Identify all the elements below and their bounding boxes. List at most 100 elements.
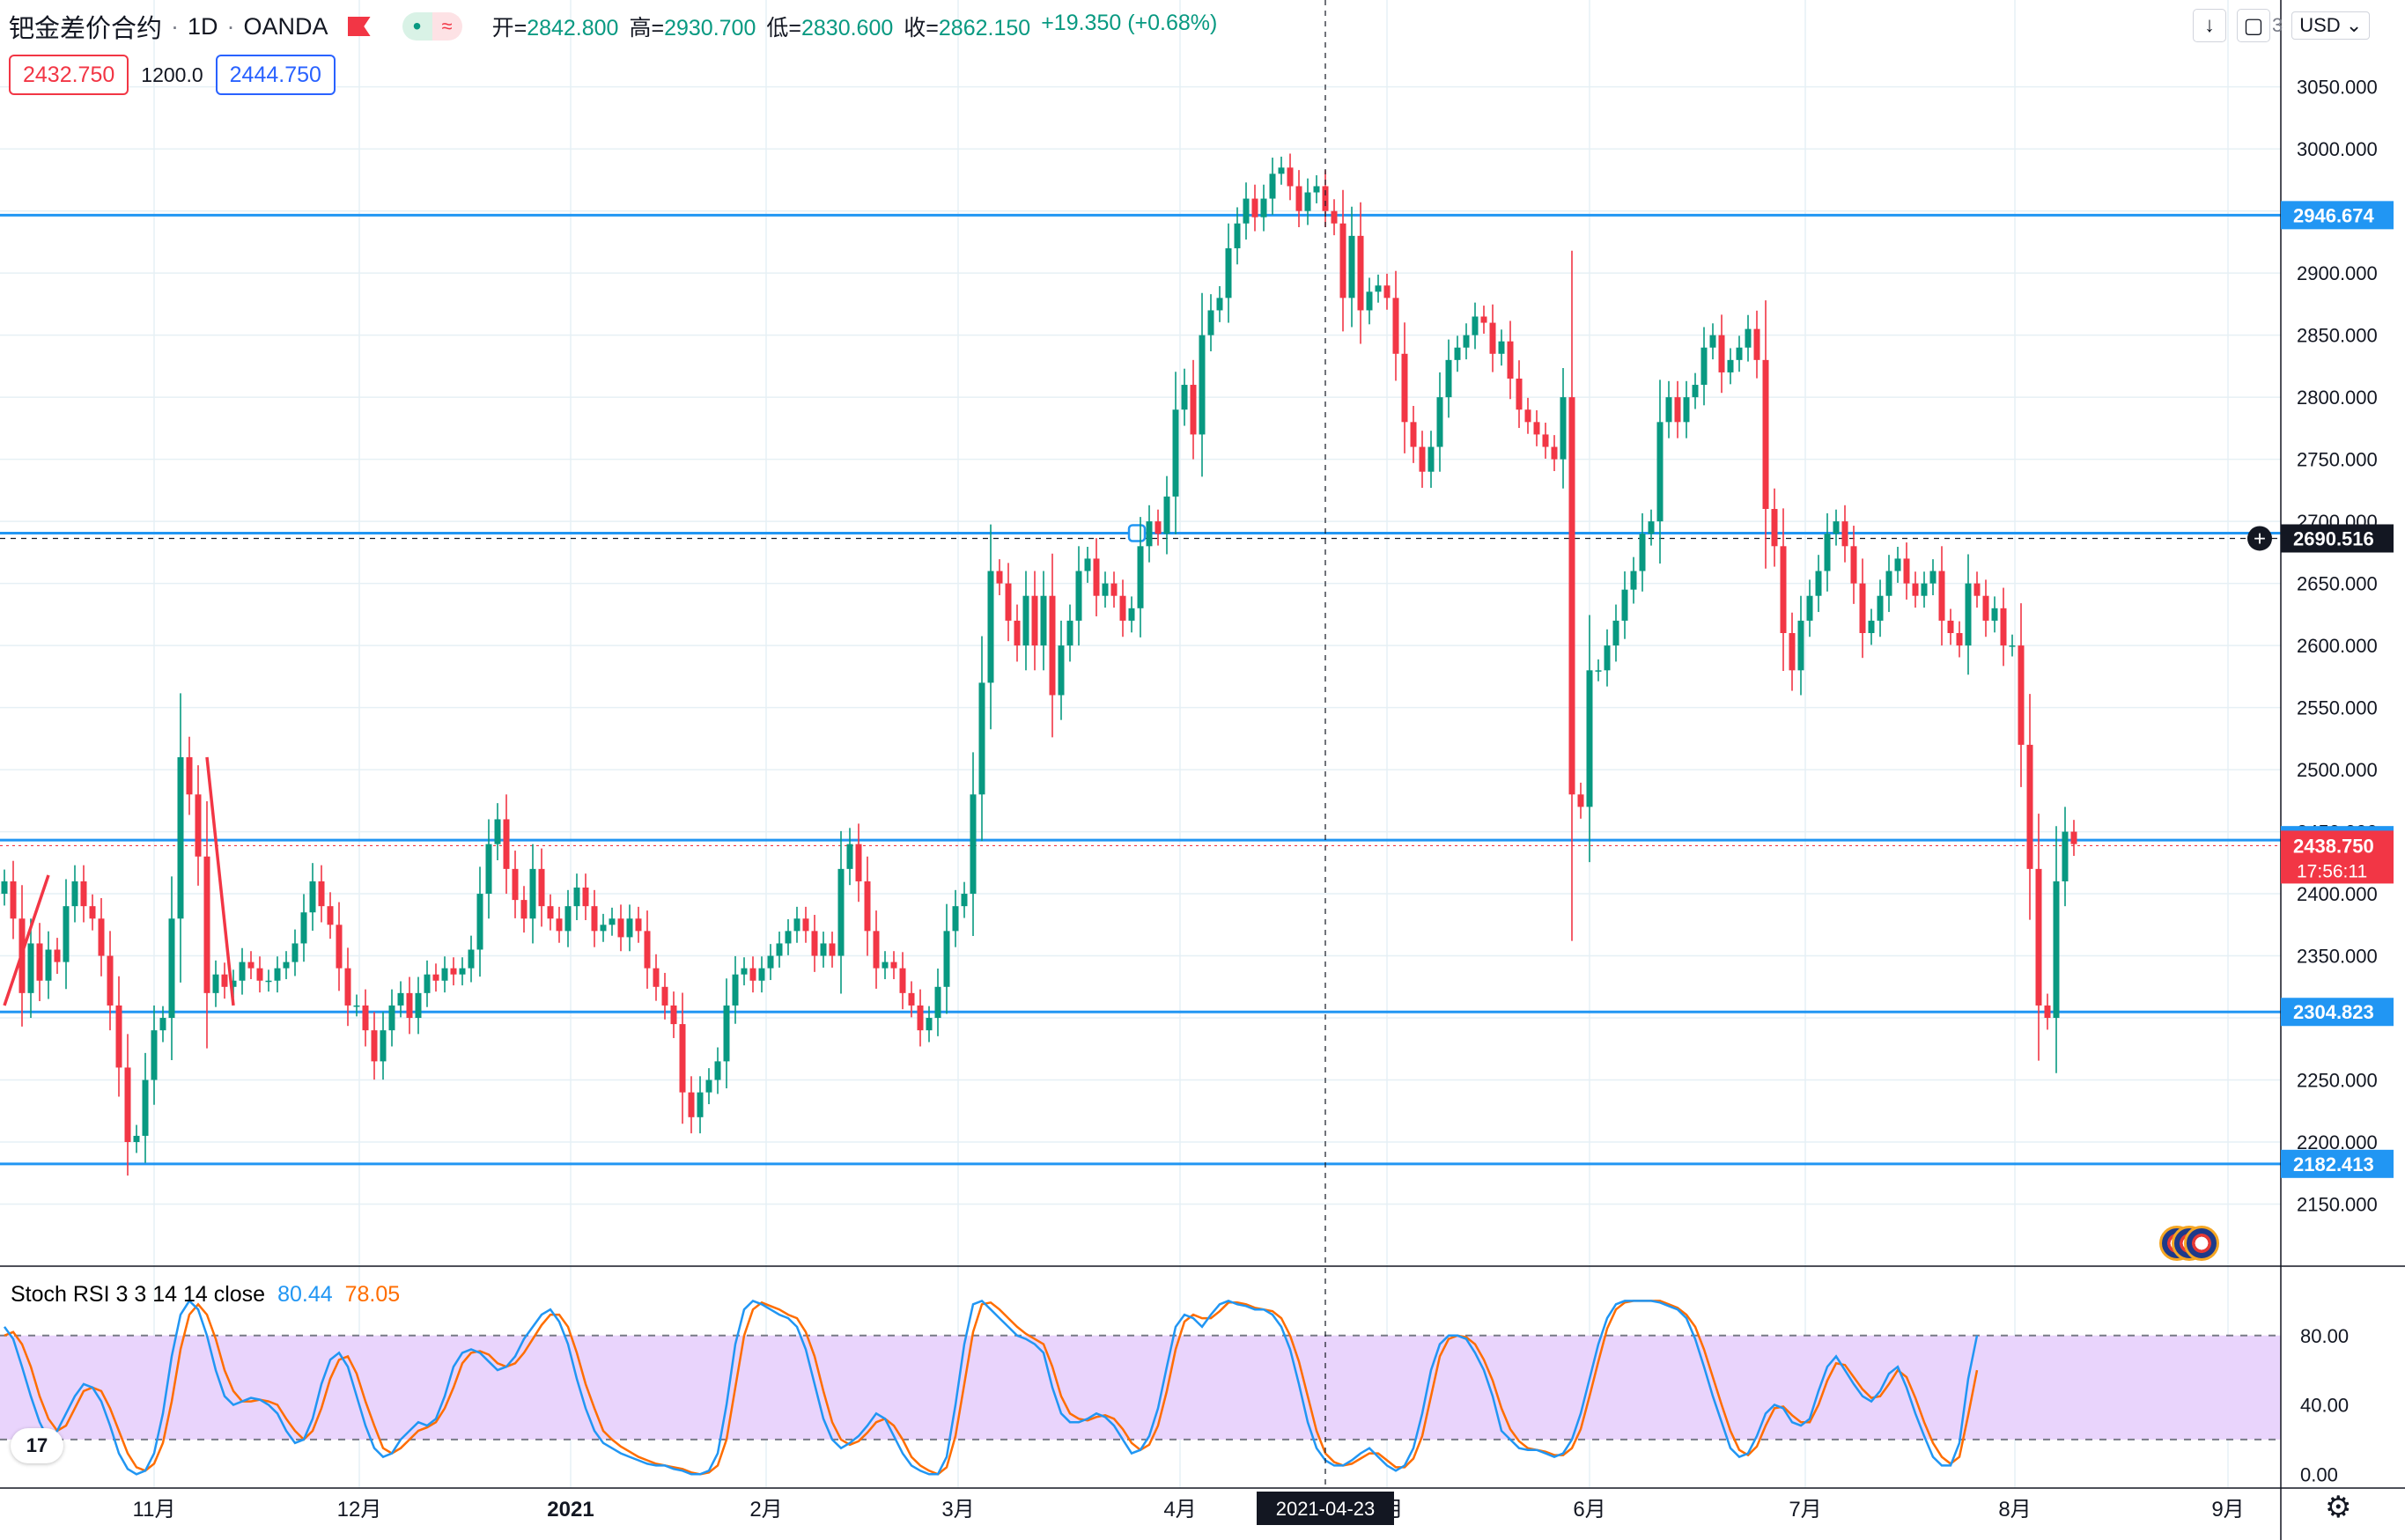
candle-body (1383, 285, 1391, 298)
candle-body (459, 968, 466, 975)
candle-body (1718, 335, 1725, 372)
price-tick-label: 2650.000 (2297, 573, 2378, 595)
time-tick-label: 3月 (941, 1498, 974, 1522)
candle-body (230, 980, 237, 987)
candle-body (529, 868, 536, 919)
candle-body (1648, 521, 1655, 534)
price-tick-label: 2900.000 (2297, 262, 2378, 284)
trend-line[interactable] (3, 874, 50, 1006)
line-price-tag-label: 2182.413 (2293, 1153, 2374, 1175)
candle-body (1436, 397, 1443, 447)
chart-grid (0, 0, 2281, 1488)
sell-button[interactable]: 2432.750 (9, 55, 129, 95)
candle-body (1480, 316, 1487, 323)
economic-events-icon[interactable] (2159, 1226, 2230, 1263)
currency-label[interactable]: USD ⌄ (2291, 11, 2371, 40)
interval-label[interactable]: 1D (188, 12, 218, 40)
candle-body (468, 949, 475, 969)
candle-body (1551, 446, 1558, 460)
candle-body (1207, 310, 1214, 335)
crosshair-date-label: 2021-04-23 (1276, 1498, 1376, 1520)
trade-panel: 2432.750 1200.0 2444.750 (9, 55, 336, 95)
arrow-down-icon[interactable]: ↓ (2193, 9, 2226, 42)
change-value: +19.350 (+0.68%) (1041, 11, 1218, 35)
candle-body (1445, 359, 1452, 398)
candle-body (1401, 353, 1408, 423)
flag-icon[interactable] (347, 17, 371, 36)
candle-body (424, 974, 431, 993)
price-tick-label: 2800.000 (2297, 387, 2378, 409)
candle-body (1410, 422, 1417, 447)
candle-body (908, 992, 915, 1006)
symbol-name[interactable]: 钯金差价合约 (9, 15, 163, 43)
separator-dot: · (171, 12, 180, 40)
candle-body (1498, 341, 1505, 354)
candle-body (1331, 210, 1338, 224)
exchange-label: OANDA (243, 12, 328, 40)
trend-line[interactable] (205, 756, 235, 1006)
candle-body (71, 881, 78, 907)
last-price-label: 2438.750 (2293, 835, 2374, 857)
tradingview-logo-icon[interactable]: 17 (11, 1428, 63, 1463)
candle-body (934, 986, 941, 1019)
horizontal-lines[interactable] (0, 213, 2281, 1166)
candle-body (1956, 633, 1963, 646)
candle-body (1304, 192, 1311, 211)
candle-body (2026, 744, 2033, 869)
candle-body (1806, 595, 1813, 621)
candle-body (1472, 316, 1479, 335)
candle-body (1560, 397, 1567, 460)
candle-body (2035, 868, 2042, 1006)
crosshair-price-tag (2281, 524, 2394, 553)
candle-body (837, 868, 845, 956)
candle-body (89, 906, 96, 919)
candle-body (1859, 583, 1866, 633)
time-tick-label: 4月 (1163, 1498, 1196, 1522)
candle-body (653, 968, 660, 987)
price-tick-label: 2850.000 (2297, 325, 2378, 347)
candle-body (609, 918, 616, 925)
candle-body (793, 918, 800, 932)
stoch-rsi-legend[interactable]: Stoch RSI 3 3 14 14 close 80.44 78.05 (11, 1282, 400, 1308)
stoch-rsi-lines (3, 1299, 1979, 1476)
time-tick-label: 7月 (1789, 1498, 1821, 1522)
candle-body (714, 1061, 721, 1080)
candle-body (679, 1024, 686, 1093)
candle-body (2053, 881, 2060, 1019)
candle-body (1040, 595, 1047, 646)
trend-lines[interactable] (3, 756, 235, 1006)
line-anchor-handle (1127, 524, 1147, 542)
candle-body (168, 918, 175, 1019)
price-tick-label: 2400.000 (2297, 883, 2378, 905)
open-value: 2842.800 (527, 16, 619, 41)
candle-body (1392, 298, 1399, 354)
line-price-tag-label: 2304.823 (2293, 1001, 2374, 1023)
market-status-pill[interactable]: • ≈ (402, 12, 462, 41)
ohlc-values: 开=2842.800 高=2930.700 低=2830.600 收=2862.… (491, 11, 1218, 41)
crosshair: 2021-04-23 (1257, 0, 1394, 1525)
candle-body (336, 925, 343, 969)
candle-body (1128, 608, 1135, 621)
candle-body (1973, 583, 1981, 596)
currency-selector[interactable]: 3 USD ⌄ (2272, 11, 2387, 41)
candle-body (697, 1092, 704, 1117)
candle-body (380, 1030, 387, 1062)
candle-body (36, 943, 43, 981)
candle-body (327, 906, 334, 925)
candle-body (1850, 546, 1857, 584)
candle-body (573, 888, 580, 907)
candle-body (617, 918, 624, 938)
buy-button[interactable]: 2444.750 (215, 55, 336, 95)
candle-body (943, 931, 950, 987)
candle-body (873, 931, 880, 969)
price-tick-label: 3000.000 (2297, 138, 2378, 160)
candle-body (45, 949, 52, 981)
candle-body (1172, 409, 1179, 497)
candle-body (811, 931, 818, 956)
fullscreen-icon[interactable]: ▢ (2237, 9, 2270, 42)
candle-body (133, 1135, 140, 1143)
settings-gear-icon[interactable]: ⚙ (2325, 1491, 2352, 1524)
candle-body (1824, 534, 1831, 571)
candle-body (432, 974, 439, 981)
